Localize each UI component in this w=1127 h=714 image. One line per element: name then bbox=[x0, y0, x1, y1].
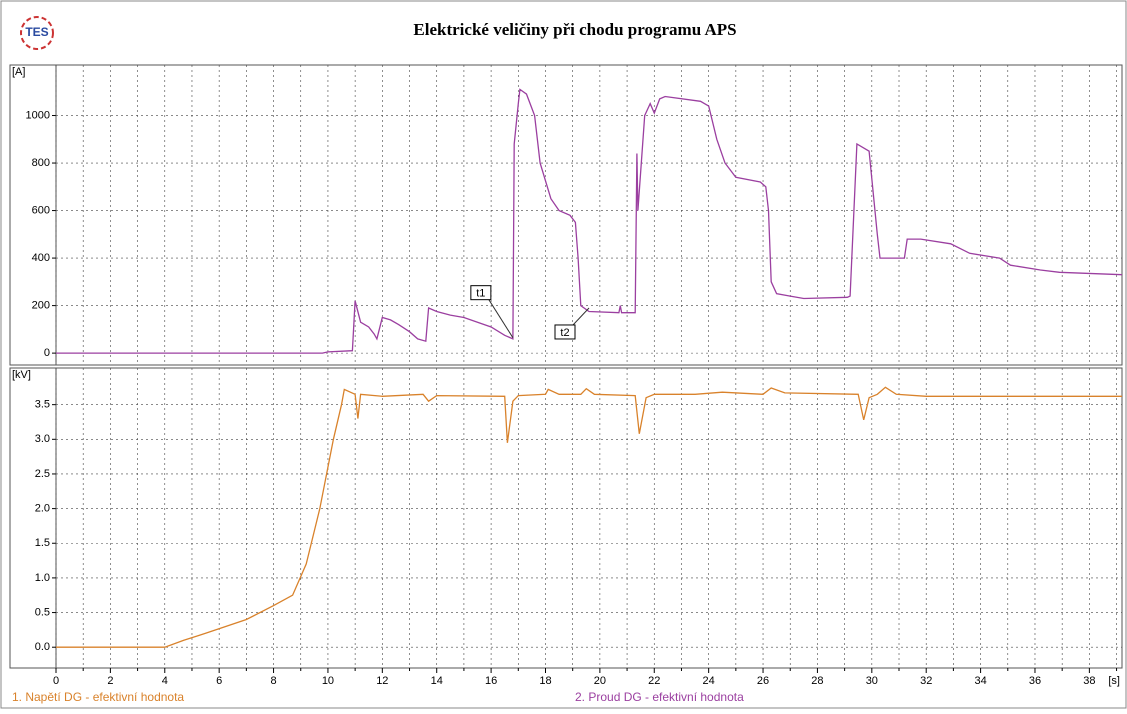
x-tick-label: 38 bbox=[1083, 675, 1095, 687]
y-tick-label: 1000 bbox=[26, 109, 50, 121]
y-tick-label: 0 bbox=[44, 347, 50, 359]
y-tick-label: 400 bbox=[32, 252, 50, 264]
panel-frame bbox=[9, 64, 1123, 366]
annotation-arrow bbox=[572, 307, 590, 326]
x-tick-label: 14 bbox=[431, 675, 443, 687]
y-tick-label: 0.5 bbox=[35, 606, 50, 618]
y-tick-label: 1.5 bbox=[35, 537, 50, 549]
y-tick-label: 3.0 bbox=[35, 433, 50, 445]
x-axis-label: [s] bbox=[1108, 675, 1120, 687]
y-tick-label: 200 bbox=[32, 300, 50, 312]
legend-label: 2. Proud DG - efektivní hodnota bbox=[575, 690, 744, 704]
x-tick-label: 26 bbox=[757, 675, 769, 687]
x-tick-label: 22 bbox=[648, 675, 660, 687]
series-line bbox=[56, 386, 1122, 648]
series-line bbox=[56, 88, 1123, 354]
y-tick-label: 3.5 bbox=[35, 399, 50, 411]
y-axis-label: [kV] bbox=[12, 369, 31, 381]
chart-title: Elektrické veličiny při chodu programu A… bbox=[413, 20, 736, 39]
x-tick-label: 20 bbox=[594, 675, 606, 687]
annotation-arrow bbox=[488, 299, 514, 338]
legend-label: 1. Napětí DG - efektivní hodnota bbox=[12, 690, 184, 704]
x-tick-label: 28 bbox=[811, 675, 823, 687]
x-tick-label: 18 bbox=[539, 675, 551, 687]
annotation-box bbox=[554, 324, 576, 340]
y-tick-label: 0.0 bbox=[35, 641, 50, 653]
y-tick-label: 600 bbox=[32, 204, 50, 216]
x-tick-label: 10 bbox=[322, 675, 334, 687]
annotation-box bbox=[470, 285, 492, 301]
x-tick-label: 16 bbox=[485, 675, 497, 687]
x-tick-label: 36 bbox=[1029, 675, 1041, 687]
x-tick-label: 12 bbox=[376, 675, 388, 687]
x-tick-label: 2 bbox=[107, 675, 113, 687]
annotation-label: t2 bbox=[560, 327, 569, 339]
x-tick-label: 32 bbox=[920, 675, 932, 687]
y-tick-label: 2.5 bbox=[35, 468, 50, 480]
logo-text: TES bbox=[25, 25, 48, 39]
x-tick-label: 8 bbox=[270, 675, 276, 687]
logo: TES bbox=[20, 16, 54, 50]
x-tick-label: 4 bbox=[162, 675, 168, 687]
logo-ring bbox=[20, 16, 54, 50]
y-tick-label: 1.0 bbox=[35, 572, 50, 584]
y-tick-label: 800 bbox=[32, 157, 50, 169]
x-tick-label: 6 bbox=[216, 675, 222, 687]
annotation-label: t1 bbox=[476, 288, 485, 300]
x-tick-label: 34 bbox=[974, 675, 986, 687]
x-tick-label: 30 bbox=[866, 675, 878, 687]
x-tick-label: 0 bbox=[53, 675, 59, 687]
panel-frame bbox=[9, 367, 1123, 669]
y-axis-label: [A] bbox=[12, 66, 25, 78]
x-tick-label: 24 bbox=[703, 675, 715, 687]
y-tick-label: 2.0 bbox=[35, 503, 50, 515]
